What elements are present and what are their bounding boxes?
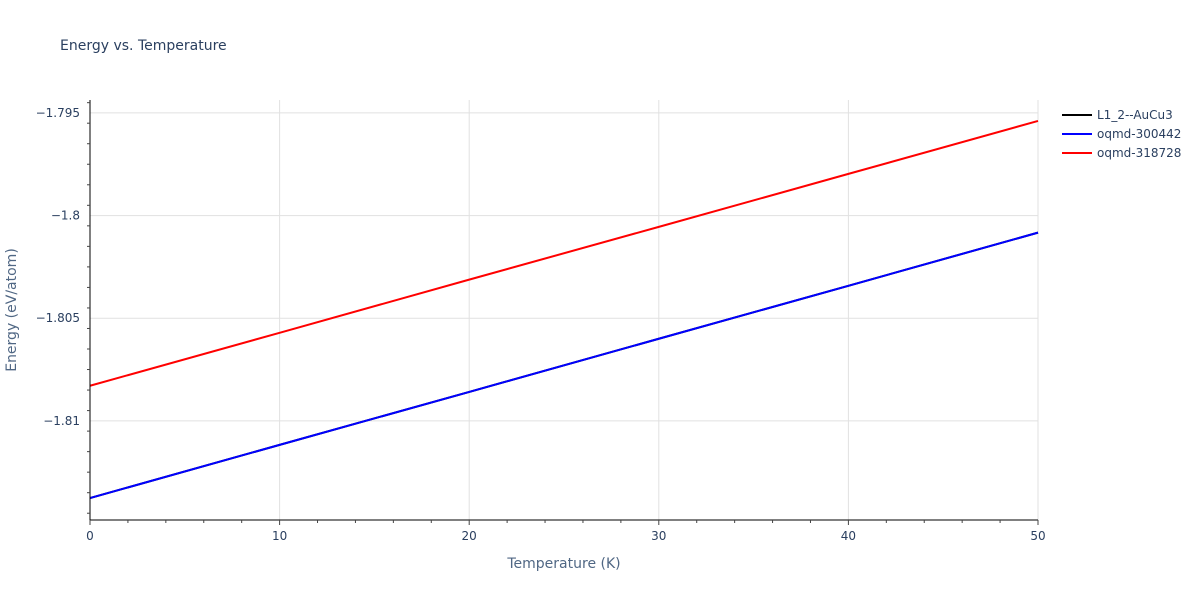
svg-text:L1_2--AuCu3: L1_2--AuCu3	[1097, 108, 1173, 122]
x-tick-label: 30	[651, 529, 666, 543]
gridlines	[90, 100, 1039, 520]
legend: L1_2--AuCu3 oqmd-300442 oqmd-318728	[1062, 108, 1181, 160]
y-axis-ticks: −1.795 −1.8 −1.805 −1.81	[36, 102, 90, 514]
x-axis-title: Temperature (K)	[506, 556, 620, 572]
x-axis-ticks: 0 10 20 30 40 50	[86, 520, 1046, 543]
y-tick-label: −1.805	[36, 311, 80, 325]
x-tick-label: 20	[462, 529, 477, 543]
x-tick-label: 10	[272, 529, 287, 543]
legend-item[interactable]: oqmd-300442	[1062, 127, 1181, 141]
y-axis-title: Energy (eV/atom)	[4, 248, 20, 372]
x-tick-label: 0	[86, 529, 94, 543]
series-line-2	[89, 119, 1039, 387]
plot-lines	[89, 119, 1039, 499]
svg-text:oqmd-318728: oqmd-318728	[1097, 146, 1181, 160]
x-tick-label: 50	[1030, 529, 1045, 543]
y-tick-label: −1.795	[36, 106, 80, 120]
axes	[89, 100, 1038, 521]
chart-title: Energy vs. Temperature	[60, 38, 227, 54]
legend-item[interactable]: L1_2--AuCu3	[1062, 108, 1173, 122]
y-tick-label: −1.81	[43, 414, 80, 428]
y-tick-label: −1.8	[51, 209, 80, 223]
legend-item[interactable]: oqmd-318728	[1062, 146, 1181, 160]
x-tick-label: 40	[841, 529, 856, 543]
svg-text:oqmd-300442: oqmd-300442	[1097, 127, 1181, 141]
series-line-1	[89, 231, 1039, 499]
